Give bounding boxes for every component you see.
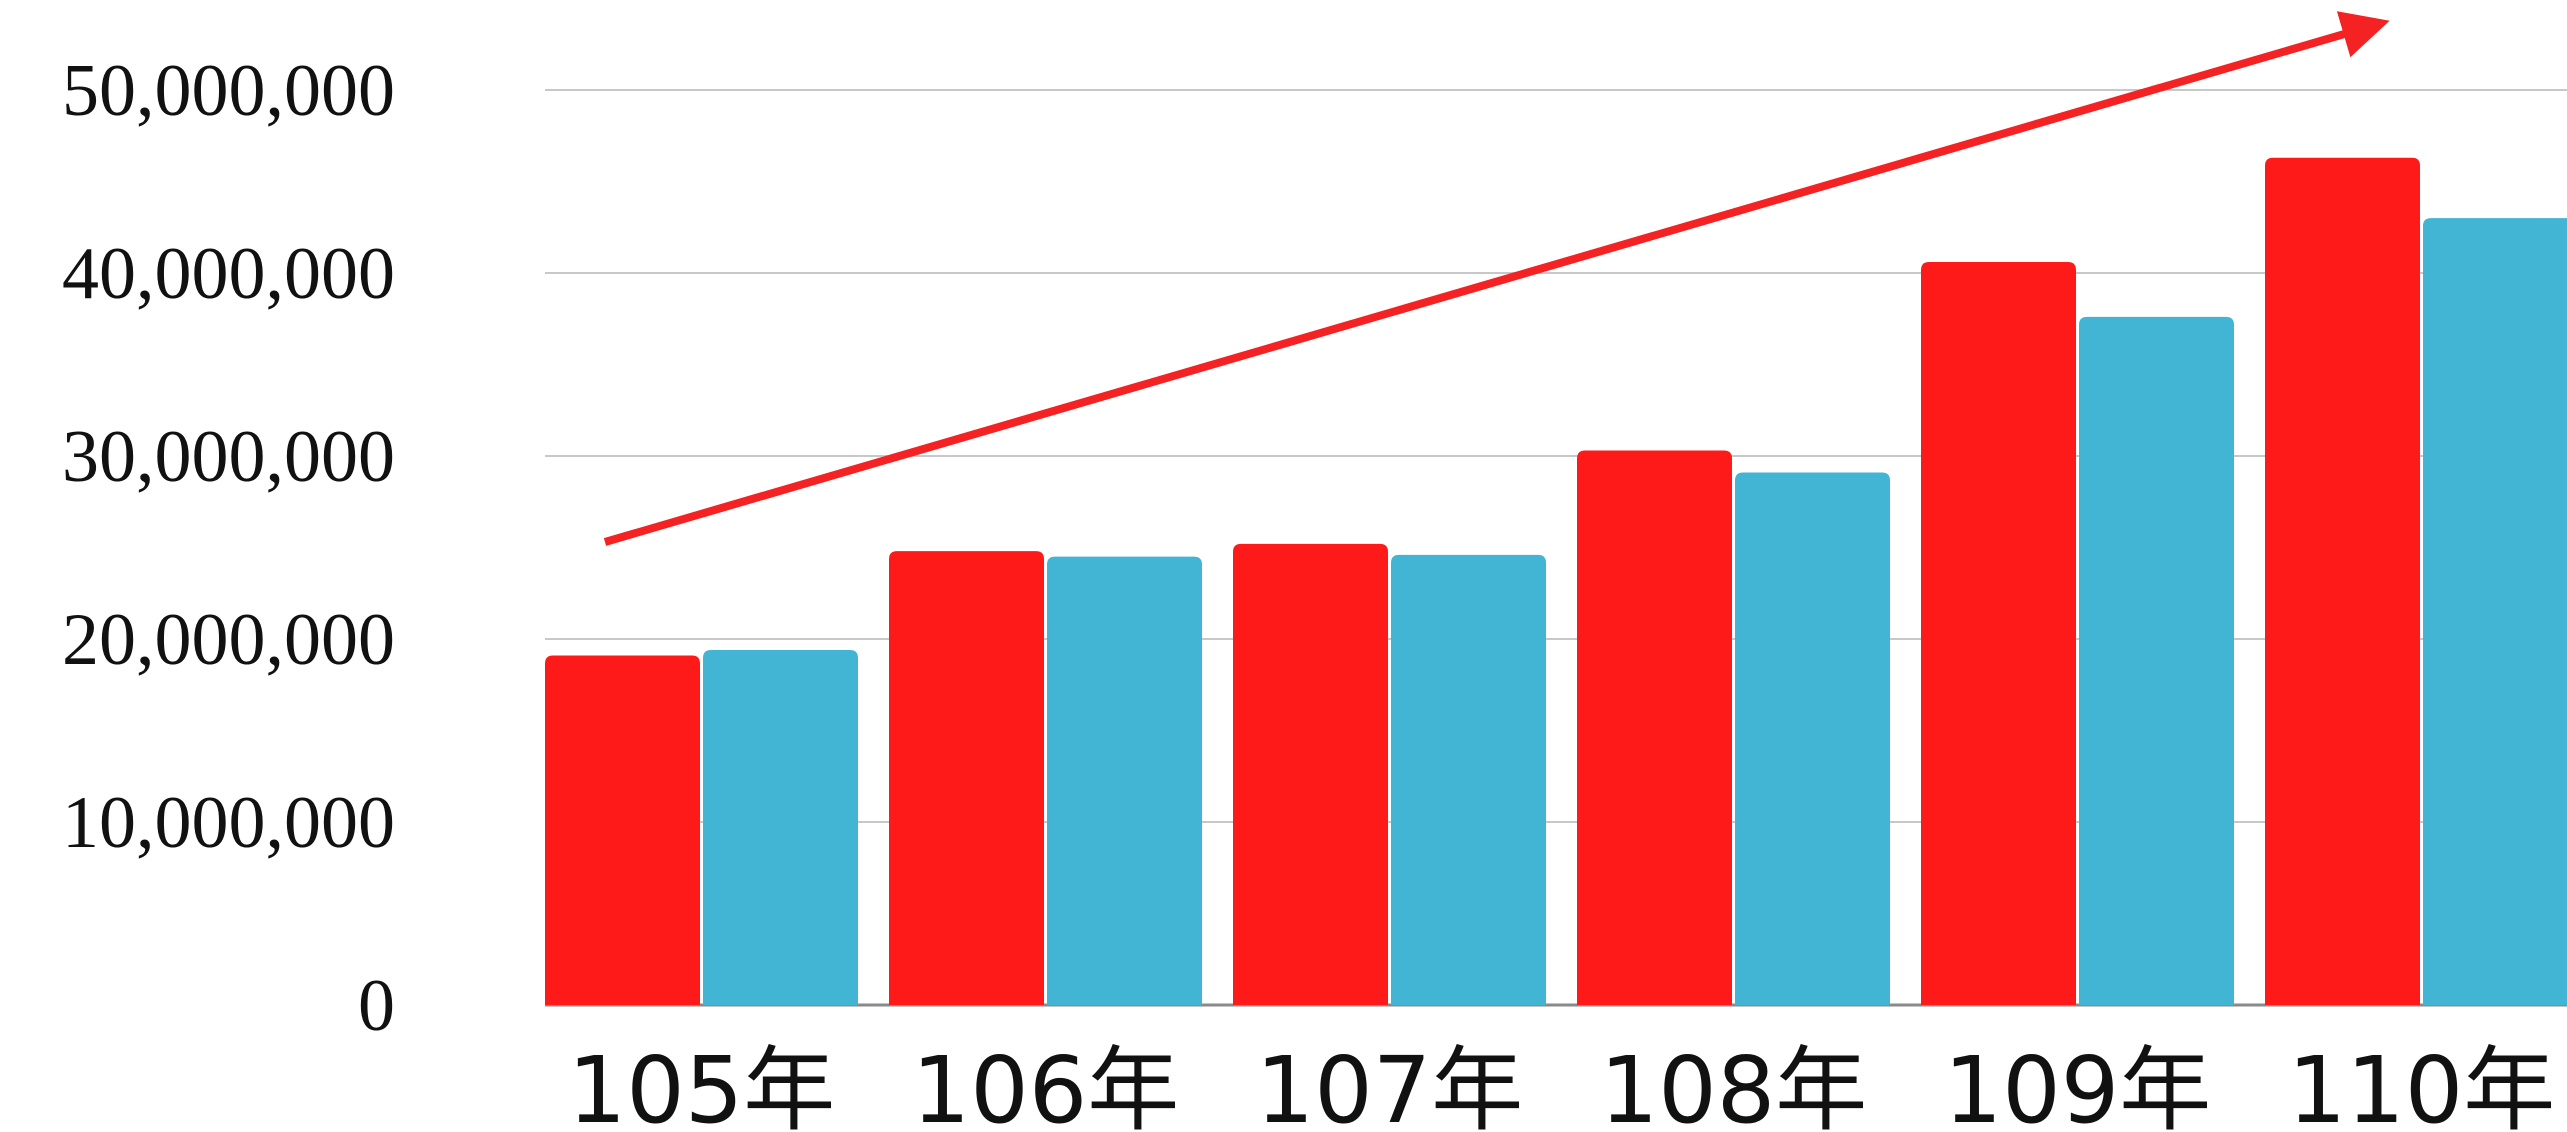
y-tick-label: 30,000,000 <box>62 416 395 498</box>
bar-series-2 <box>703 649 858 1005</box>
x-axis-ticks: 105年 106年 107年 108年 109年 110年 <box>568 1037 2556 1132</box>
y-tick-label: 20,000,000 <box>62 599 395 681</box>
bars <box>545 157 2567 1006</box>
y-tick-label: 10,000,000 <box>62 782 395 864</box>
y-tick-label: 0 <box>358 965 395 1047</box>
bar-series-1 <box>2265 157 2420 1005</box>
bar-series-1 <box>1921 262 2076 1005</box>
bar-series-2 <box>2423 218 2567 1005</box>
bar-series-2 <box>1047 556 1202 1005</box>
bar-series-1 <box>1577 450 1732 1005</box>
trend-arrow <box>603 11 2390 546</box>
y-tick-label: 40,000,000 <box>62 233 395 315</box>
y-tick-label: 50,000,000 <box>62 50 395 132</box>
bar-series-2 <box>1735 472 1890 1006</box>
bar-series-2 <box>2079 316 2234 1005</box>
y-axis-ticks: 0 10,000,000 20,000,000 30,000,000 40,000,00… <box>62 50 395 1047</box>
x-tick-label: 110年 <box>2288 1037 2556 1132</box>
x-tick-label: 105年 <box>568 1037 836 1132</box>
bar-series-1 <box>1233 543 1388 1005</box>
x-tick-label: 107年 <box>1256 1037 1524 1132</box>
x-tick-label: 108年 <box>1600 1037 1868 1132</box>
bar-series-2 <box>1391 554 1546 1005</box>
x-tick-label: 109年 <box>1944 1037 2212 1132</box>
bar-series-1 <box>545 655 700 1005</box>
x-tick-label: 106年 <box>912 1037 1180 1132</box>
bar-series-1 <box>889 551 1044 1005</box>
